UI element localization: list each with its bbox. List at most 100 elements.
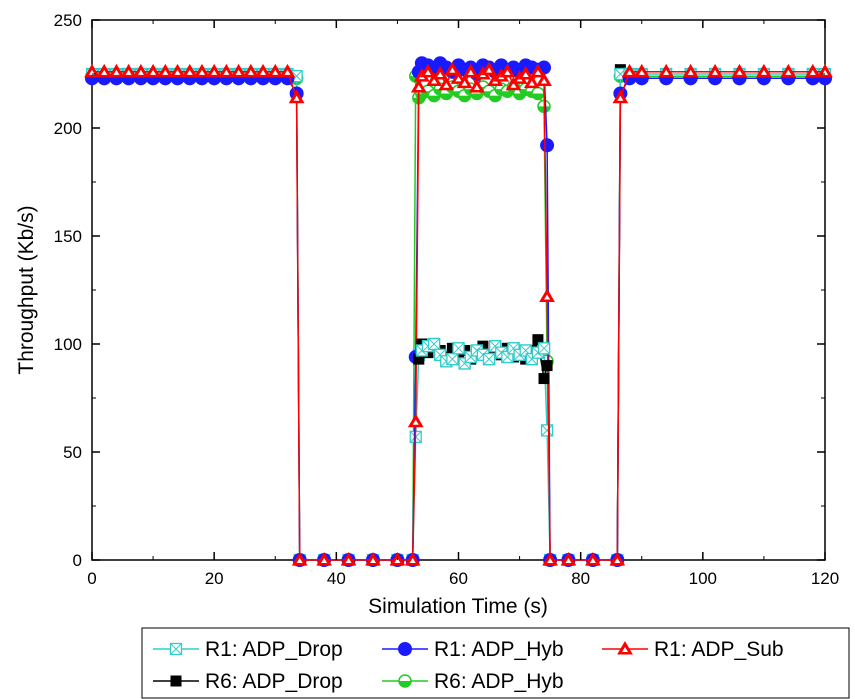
y-tick-label: 100 [54, 335, 82, 354]
y-tick-label: 50 [63, 443, 82, 462]
data-point [452, 342, 465, 355]
data-point [108, 63, 125, 78]
data-point [194, 63, 210, 78]
data-point [181, 63, 198, 78]
x-tick-label: 60 [449, 569, 468, 588]
data-point [540, 138, 555, 153]
data-point [206, 63, 223, 78]
data-point [462, 63, 479, 78]
data-point [658, 63, 675, 78]
data-point [542, 552, 558, 566]
data-point [132, 63, 149, 78]
data-point [682, 63, 699, 78]
data-point [218, 63, 235, 78]
x-tick-label: 20 [205, 569, 224, 588]
data-point [612, 89, 629, 104]
legend-entry: R6: ADP_Hyb [382, 670, 564, 693]
plot-area [91, 19, 826, 561]
data-point [530, 63, 546, 78]
data-point [291, 552, 308, 566]
legend-entry: R6: ADP_Drop [153, 670, 343, 693]
data-point [540, 424, 554, 437]
data-point [585, 552, 601, 566]
data-point [288, 89, 305, 104]
data-point [407, 413, 424, 428]
data-point [541, 360, 553, 372]
data-point [731, 63, 748, 78]
data-point [633, 63, 650, 78]
data-point [444, 61, 461, 76]
data-point [230, 63, 247, 78]
data-point [560, 552, 577, 566]
legend-label: R1: ADP_Hyb [434, 638, 564, 661]
data-point [537, 342, 551, 355]
data-point [532, 334, 544, 346]
legend-entry: R1: ADP_Drop [153, 638, 343, 661]
data-point [539, 288, 555, 302]
data-point [804, 63, 821, 78]
data-point [517, 66, 534, 80]
x-tick-label: 120 [811, 569, 839, 588]
data-point [707, 63, 723, 78]
legend-label: R1: ADP_Sub [654, 638, 784, 661]
x-tick-label: 0 [87, 569, 96, 588]
y-tick-label: 0 [73, 551, 82, 570]
data-point [427, 337, 441, 351]
series-layer [84, 56, 833, 567]
legend-entry: R1: ADP_Hyb [382, 638, 564, 661]
data-point [145, 63, 161, 78]
data-point [621, 63, 638, 78]
data-point [756, 63, 772, 78]
data-point [413, 353, 425, 365]
data-point [456, 74, 473, 89]
data-point [536, 72, 552, 86]
data-point [120, 63, 137, 78]
y-tick-label: 150 [54, 227, 82, 246]
data-point [420, 63, 436, 78]
legend: R1: ADP_Drop R1: ADP_Hyb R1: ADP_Sub R6: AD… [153, 638, 784, 693]
legend-box [141, 627, 850, 699]
data-point [340, 552, 357, 566]
legend-marker [398, 642, 412, 656]
data-point [169, 63, 186, 78]
legend-marker [170, 675, 182, 687]
data-point [446, 352, 459, 366]
data-point [609, 552, 626, 566]
data-point [780, 63, 797, 78]
data-point [404, 552, 421, 566]
data-point [255, 63, 271, 78]
series-4-band [413, 334, 553, 385]
legend-label: R6: ADP_Drop [205, 670, 343, 693]
legend-label: R1: ADP_Drop [205, 638, 343, 661]
data-point [531, 86, 545, 101]
y-tick-label: 250 [54, 11, 82, 30]
data-point [438, 76, 455, 91]
data-point [523, 74, 540, 89]
data-point [482, 352, 496, 366]
ticks-layer: 0 20 40 60 80 100 120 0 50 100 150 200 250 [54, 11, 840, 588]
x-axis-title: Simulation Time (s) [368, 595, 548, 618]
data-point [267, 63, 284, 78]
series-3 [84, 61, 833, 566]
legend-entry: R1: ADP_Sub [602, 638, 784, 661]
data-point [316, 552, 332, 566]
y-axis-title: Throughput (Kb/s) [15, 205, 38, 374]
x-tick-label: 40 [327, 569, 346, 588]
data-point [432, 66, 449, 80]
data-point [365, 552, 381, 566]
data-point [410, 78, 427, 93]
data-point [468, 78, 485, 93]
legend-marker [617, 641, 633, 655]
x-tick-label: 100 [689, 569, 717, 588]
x-tick-label: 80 [571, 569, 590, 588]
data-point [242, 63, 259, 78]
data-point [538, 373, 550, 385]
data-point [481, 61, 497, 76]
data-point [96, 63, 113, 78]
data-point [279, 63, 296, 78]
y-tick-label: 200 [54, 119, 82, 138]
data-point [499, 63, 516, 78]
data-point [157, 63, 174, 78]
legend-marker [169, 642, 183, 656]
